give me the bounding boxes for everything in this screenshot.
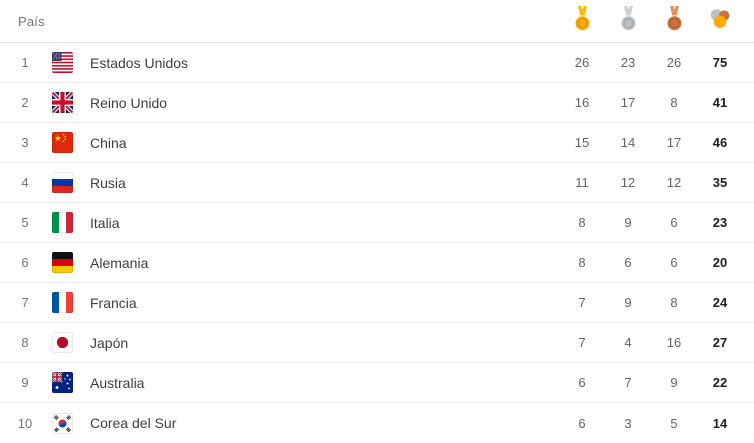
rank-number: 7 <box>21 295 29 310</box>
silver-medal-icon <box>619 5 638 37</box>
country-name: Alemania <box>90 254 149 271</box>
bronze-count: 12 <box>666 175 682 190</box>
estados-unidos-flag <box>52 52 73 73</box>
rank-number: 10 <box>17 415 33 431</box>
gold-count: 6 <box>578 375 586 390</box>
gold-count: 15 <box>574 135 590 150</box>
bronze-count: 6 <box>670 215 678 230</box>
country-name: China <box>90 134 127 151</box>
table-row: 8 Japón 7 4 16 27 <box>0 323 754 363</box>
total-count: 27 <box>712 335 728 350</box>
bronze-count: 16 <box>666 335 682 350</box>
table-row: 6 Alemania 8 6 6 20 <box>0 243 754 283</box>
total-medals-icon <box>709 8 731 34</box>
gold-count: 26 <box>574 55 590 70</box>
australia-flag <box>52 372 73 393</box>
medal-table-header: País <box>0 0 754 43</box>
table-row: 4 Rusia 11 12 12 35 <box>0 163 754 203</box>
rank-number: 6 <box>21 255 29 270</box>
silver-count: 9 <box>624 215 632 230</box>
gold-count: 8 <box>578 215 586 230</box>
gold-medal-icon <box>573 5 592 37</box>
silver-count: 12 <box>620 175 636 190</box>
bronze-column-header <box>651 5 697 37</box>
silver-count: 4 <box>624 335 632 350</box>
rank-number: 9 <box>21 375 29 390</box>
gold-count: 16 <box>574 95 590 110</box>
total-count: 75 <box>712 55 728 70</box>
table-row: 1 Estados Unidos 26 23 26 75 <box>0 43 754 83</box>
country-name: Japón <box>90 334 129 351</box>
country-name: Australia <box>90 374 145 391</box>
bronze-count: 9 <box>670 375 678 390</box>
table-row: 9 Australia 6 7 9 22 <box>0 363 754 403</box>
rank-number: 3 <box>21 135 29 150</box>
rank-number: 5 <box>21 215 29 230</box>
silver-count: 7 <box>624 375 632 390</box>
gold-count: 7 <box>578 295 586 310</box>
gold-column-header <box>559 5 605 37</box>
reino-unido-flag <box>52 92 73 113</box>
rusia-flag <box>52 172 73 193</box>
total-count: 14 <box>712 415 728 431</box>
total-count: 41 <box>712 95 728 110</box>
silver-column-header <box>605 5 651 37</box>
rank-number: 4 <box>21 175 29 190</box>
italia-flag <box>52 212 73 233</box>
rank-number: 8 <box>21 335 29 350</box>
table-row: 7 Francia 7 9 8 24 <box>0 283 754 323</box>
country-name: Estados Unidos <box>90 54 189 71</box>
medal-table-body[interactable]: 1 Estados Unidos 26 23 26 75 2 Reino Uni… <box>0 43 754 443</box>
china-flag <box>52 132 73 153</box>
table-row: 5 Italia 8 9 6 23 <box>0 203 754 243</box>
gold-count: 11 <box>575 175 589 190</box>
total-count: 46 <box>712 135 728 150</box>
country-name: Corea del Sur <box>90 415 177 431</box>
country-name: Rusia <box>90 174 126 191</box>
country-column-label: País <box>18 13 45 29</box>
bronze-count: 8 <box>670 95 678 110</box>
total-count: 23 <box>712 215 728 230</box>
bronze-count: 6 <box>670 255 678 270</box>
silver-count: 14 <box>620 135 636 150</box>
silver-count: 17 <box>620 95 636 110</box>
francia-flag <box>52 292 73 313</box>
bronze-count: 5 <box>670 415 678 431</box>
bronze-count: 8 <box>670 295 678 310</box>
silver-count: 6 <box>624 255 632 270</box>
gold-count: 6 <box>578 415 586 431</box>
alemania-flag <box>52 252 73 273</box>
bronze-count: 17 <box>666 135 682 150</box>
country-name: Francia <box>90 294 137 311</box>
total-count: 20 <box>712 255 728 270</box>
table-row: 10 Corea del Sur 6 3 5 14 <box>0 403 754 443</box>
total-count: 24 <box>712 295 728 310</box>
silver-count: 9 <box>624 295 632 310</box>
total-count: 35 <box>712 175 728 190</box>
gold-count: 8 <box>578 255 586 270</box>
total-column-header <box>697 8 743 34</box>
japon-flag <box>52 332 73 353</box>
rank-number: 2 <box>21 95 29 110</box>
gold-count: 7 <box>578 335 586 350</box>
bronze-count: 26 <box>666 55 682 70</box>
total-count: 22 <box>712 375 728 390</box>
silver-count: 3 <box>624 415 632 431</box>
corea-del-sur-flag <box>52 412 73 434</box>
rank-number: 1 <box>21 55 29 70</box>
table-row: 3 China 15 14 17 46 <box>0 123 754 163</box>
silver-count: 23 <box>620 55 636 70</box>
bronze-medal-icon <box>665 5 684 37</box>
table-row: 2 Reino Unido 16 17 8 41 <box>0 83 754 123</box>
country-name: Italia <box>90 214 120 231</box>
country-name: Reino Unido <box>90 94 168 111</box>
